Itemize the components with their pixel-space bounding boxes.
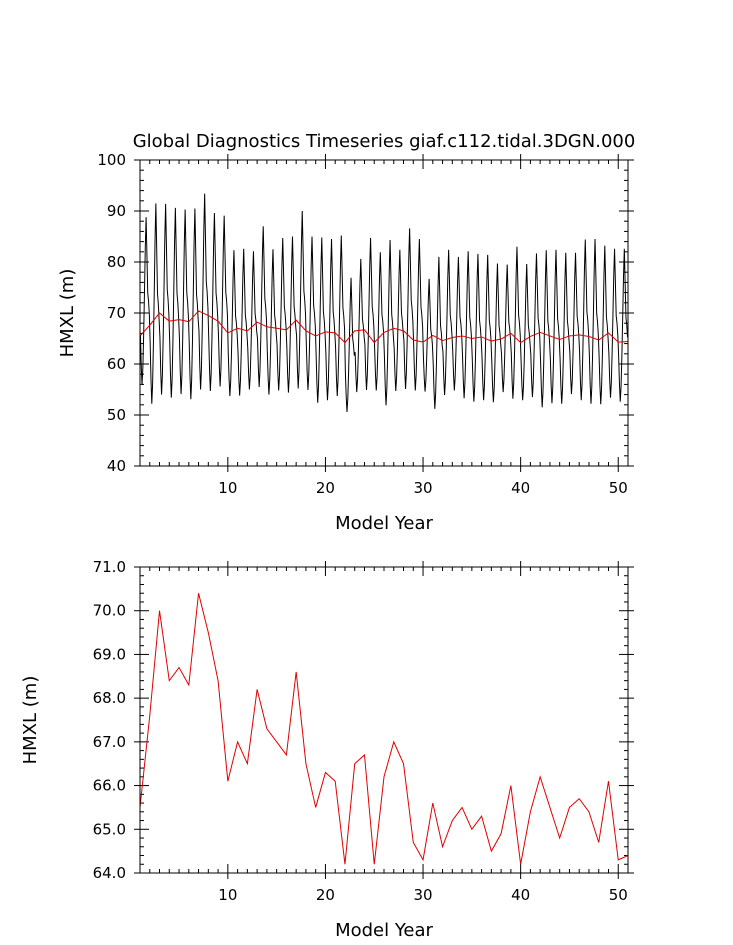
bottom-x-tick-label: 30 xyxy=(413,886,432,904)
top-x-tick-label: 10 xyxy=(218,479,237,497)
top-y-tick-label: 90 xyxy=(107,202,126,220)
top-y-tick-label: 50 xyxy=(107,406,126,424)
top-x-tick-label: 40 xyxy=(511,479,530,497)
bottom-plot-frame xyxy=(139,566,629,874)
top-y-axis-label: HMXL (m) xyxy=(57,269,78,358)
top-series-monthly-hmxl xyxy=(139,193,629,412)
top-plot-frame xyxy=(139,159,629,467)
top-panel: 10 20 30 40 50 40 50 60 70 80 90 100 Model Year HMX… xyxy=(57,151,634,534)
bottom-x-tick-label: 40 xyxy=(511,886,530,904)
top-x-tick-label: 30 xyxy=(413,479,432,497)
bottom-x-tick-label: 20 xyxy=(316,886,335,904)
bottom-y-tick-label: 65.0 xyxy=(93,820,126,838)
bottom-y-tick-label: 71.0 xyxy=(93,558,126,576)
top-y-tick-label: 40 xyxy=(107,457,126,475)
bottom-x-tick-label: 10 xyxy=(218,886,237,904)
bottom-y-axis-label: HMXL (m) xyxy=(20,676,41,765)
bottom-x-tick-label: 50 xyxy=(609,886,628,904)
bottom-y-tick-label: 68.0 xyxy=(93,689,126,707)
chart-title: Global Diagnostics Timeseries giaf.c112.… xyxy=(133,131,636,152)
top-x-tick-label: 50 xyxy=(609,479,628,497)
top-y-tick-label: 70 xyxy=(107,304,126,322)
top-y-tick-label: 60 xyxy=(107,355,126,373)
top-y-tick-label: 80 xyxy=(107,253,126,271)
bottom-panel: 10 20 30 40 50 64.0 65.0 66.0 67.0 68.0 69.0 70.0 71… xyxy=(20,558,634,941)
top-y-tick-label: 100 xyxy=(97,151,126,169)
bottom-y-tick-label: 69.0 xyxy=(93,645,126,663)
top-series-annual-mean-hmxl xyxy=(139,310,629,344)
bottom-series-annual-mean-hmxl xyxy=(139,593,629,865)
bottom-y-tick-label: 66.0 xyxy=(93,777,126,795)
top-x-tick-label: 20 xyxy=(316,479,335,497)
bottom-y-tick-label: 70.0 xyxy=(93,602,126,620)
top-x-axis-label: Model Year xyxy=(335,513,433,534)
bottom-x-axis-label: Model Year xyxy=(335,920,433,941)
bottom-y-tick-label: 67.0 xyxy=(93,733,126,751)
bottom-y-tick-label: 64.0 xyxy=(93,864,126,882)
